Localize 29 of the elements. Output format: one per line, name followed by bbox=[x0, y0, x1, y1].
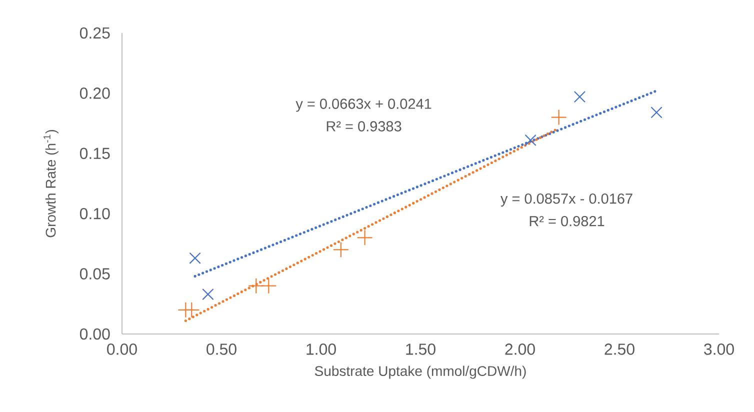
point bbox=[550, 109, 567, 126]
point bbox=[332, 242, 349, 258]
x-tick-label: 0.00 bbox=[107, 344, 137, 355]
annotation: R² = 0.9821 bbox=[530, 216, 604, 226]
y-tick-label: 0.25 bbox=[80, 27, 110, 39]
point bbox=[574, 90, 586, 103]
y-tick-label: 0.05 bbox=[80, 268, 110, 280]
point bbox=[260, 278, 277, 294]
x-tick-label: 1.50 bbox=[406, 344, 436, 355]
y-tick-label: 0.15 bbox=[80, 148, 110, 160]
x-tick-label: 1.00 bbox=[306, 344, 336, 355]
point bbox=[202, 288, 214, 300]
annotation: R² = 0.9383 bbox=[326, 121, 402, 132]
annotation: y = 0.0663x + 0.0241 bbox=[296, 98, 432, 112]
y-tick-label: 0.10 bbox=[80, 208, 110, 220]
x-tick-label: 0.50 bbox=[206, 344, 236, 355]
point bbox=[356, 230, 373, 246]
point bbox=[524, 134, 536, 146]
x-axis-title: Substrate Uptake (mmol/gCDW/h) bbox=[314, 366, 526, 379]
y-tick-label: 0.20 bbox=[80, 88, 110, 99]
x-tick-label: 2.00 bbox=[505, 344, 535, 355]
y-axis-title: Growth Rate (h$^{-1}$) bbox=[44, 130, 58, 238]
point bbox=[650, 106, 662, 118]
point bbox=[184, 302, 200, 318]
point bbox=[189, 252, 201, 264]
x-tick-label: 2.50 bbox=[604, 344, 634, 355]
y-tick-label: 0.00 bbox=[80, 328, 110, 340]
annotation: y = 0.0857x - 0.0167 bbox=[500, 193, 632, 207]
x-tick-label: 3.00 bbox=[704, 344, 734, 355]
